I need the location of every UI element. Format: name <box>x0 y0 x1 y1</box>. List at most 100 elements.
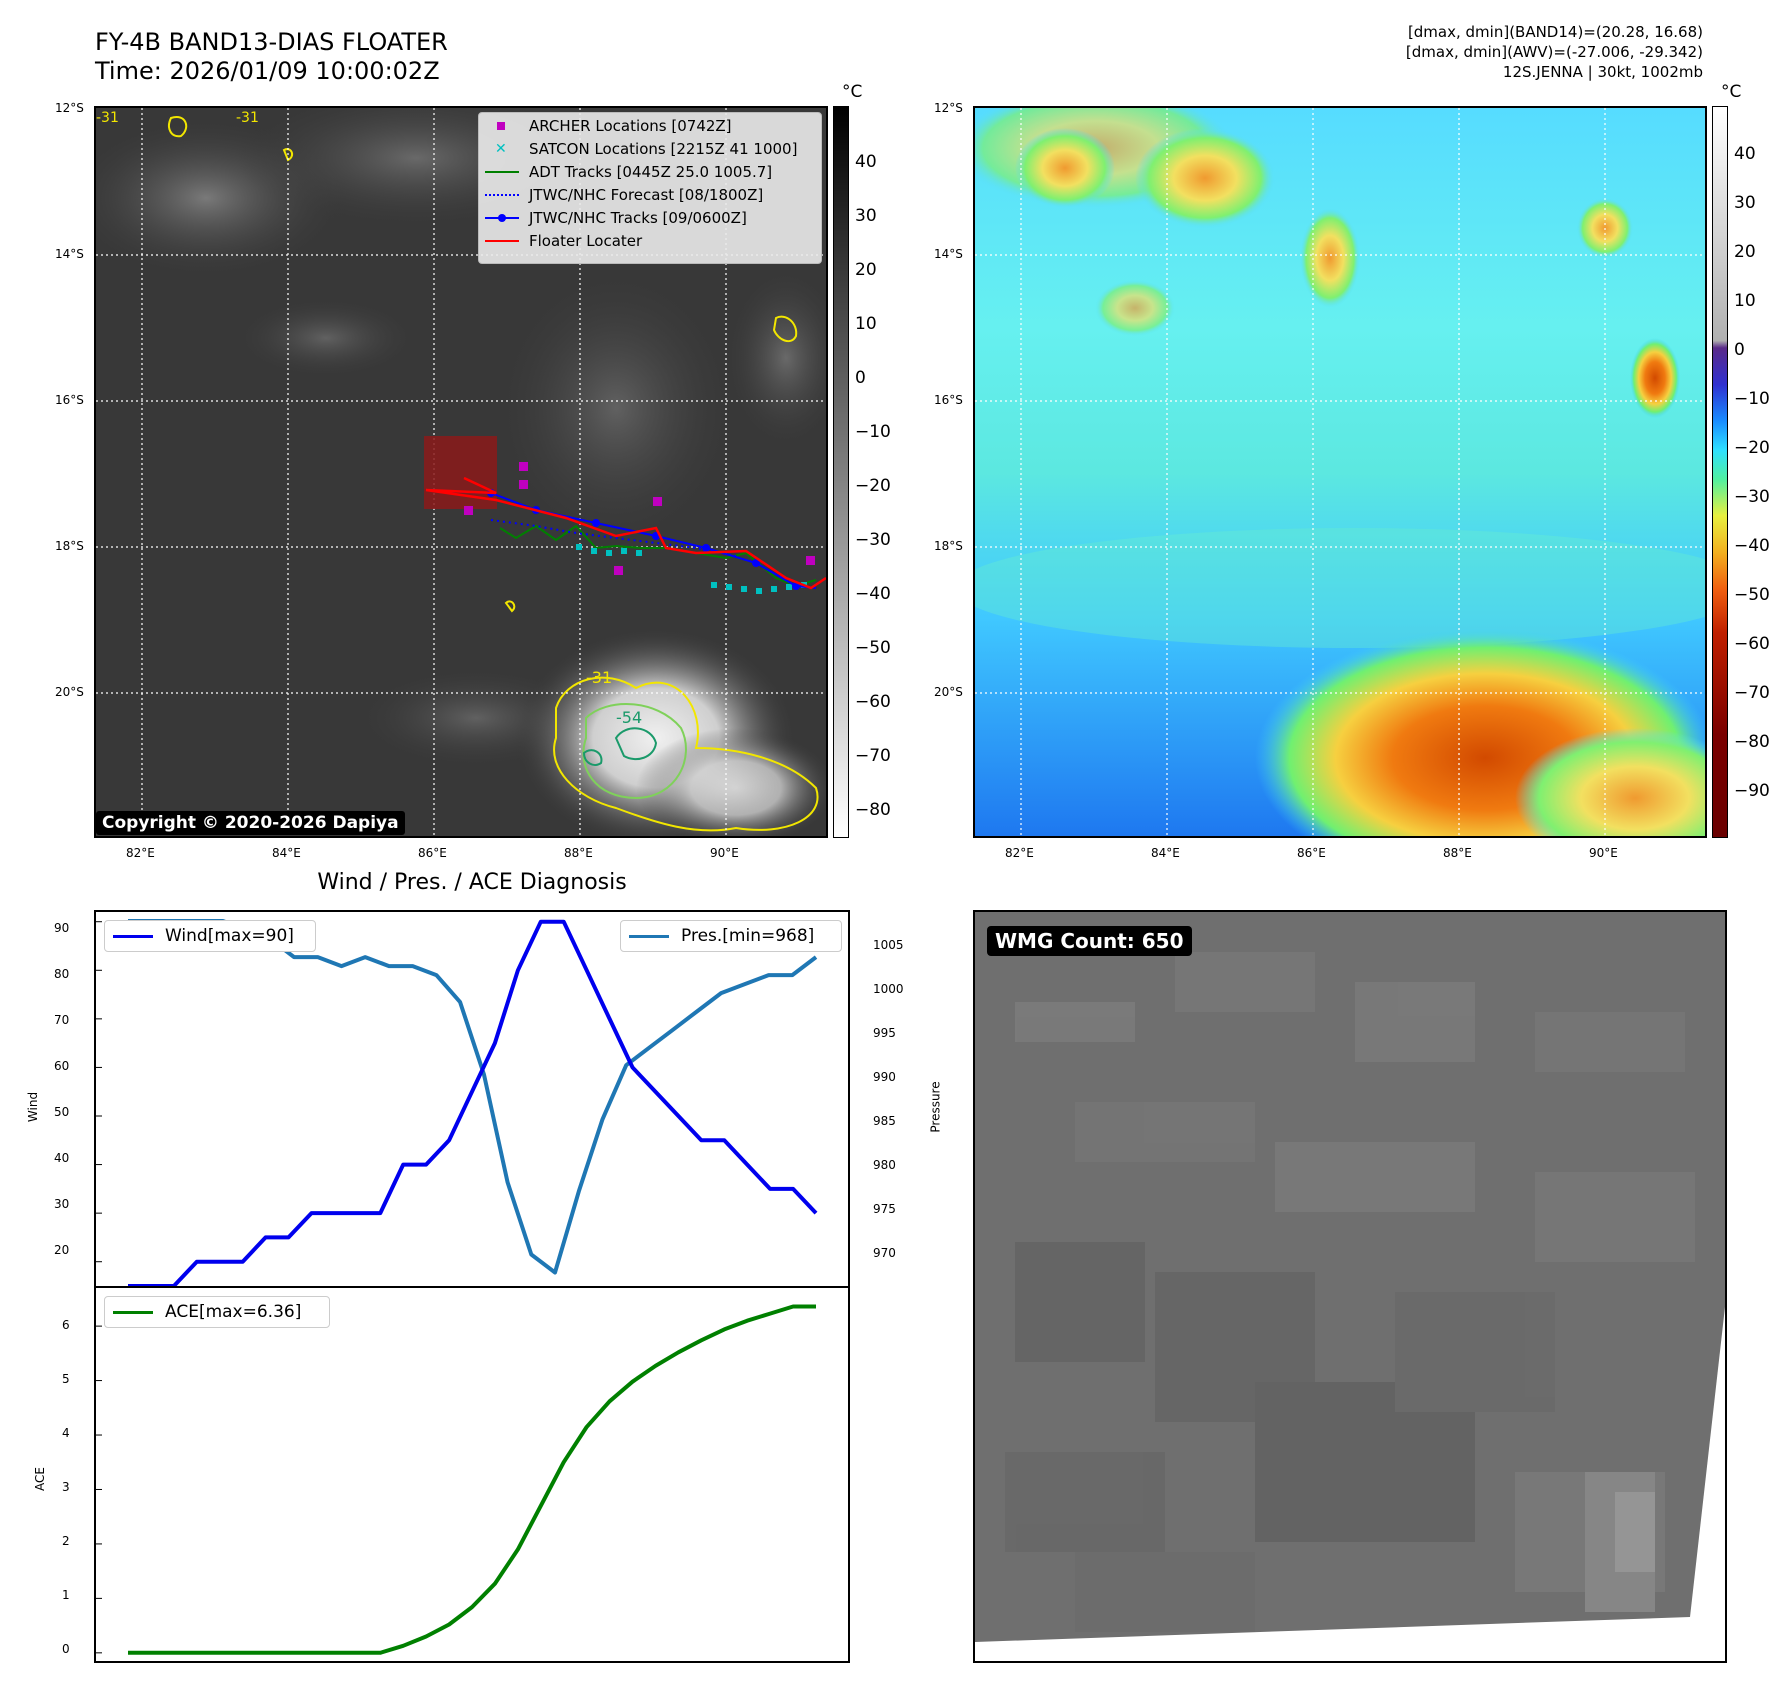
colorbar-right-tick: −20 <box>1734 438 1770 458</box>
wmg-image <box>975 912 1725 1642</box>
lon-tick: 86°E <box>1297 846 1326 860</box>
lon-tick: 90°E <box>1589 846 1618 860</box>
lat-tick: 16°S <box>55 393 84 407</box>
colorbar-left-unit: °C <box>842 82 863 102</box>
colorbar-left-tick: 20 <box>855 260 877 280</box>
legend-item: ARCHER Locations [0742Z] <box>479 115 821 137</box>
wind-tick: 30 <box>54 1197 70 1211</box>
wind-legend: Wind[max=90] <box>104 920 316 952</box>
wind-tick: 50 <box>54 1105 70 1119</box>
wind-line-icon <box>113 934 153 938</box>
ace-plot <box>96 1304 816 1655</box>
contour-label: -31 <box>236 110 259 126</box>
wind-axis-label: Wind <box>26 1091 41 1123</box>
ace-legend: ACE[max=6.36] <box>104 1296 330 1328</box>
colorbar-left-tick: −10 <box>855 422 891 442</box>
colorbar-right-tick: 20 <box>1734 242 1756 262</box>
product-title: FY-4B BAND13-DIAS FLOATER <box>95 28 448 56</box>
legend-item: JTWC/NHC Forecast [08/1800Z] <box>479 184 821 206</box>
contour-label: -31 <box>96 110 119 126</box>
pres-line-icon <box>629 934 669 938</box>
lat-tick: 14°S <box>55 247 84 261</box>
colorbar-right-tick: −70 <box>1734 683 1770 703</box>
lon-tick: 90°E <box>710 846 739 860</box>
ace-tick: 5 <box>62 1372 70 1386</box>
colorbar-right-tick: 10 <box>1734 291 1756 311</box>
solid-line-icon <box>485 240 519 242</box>
lat-tick: 12°S <box>55 101 84 115</box>
pres-tick: 970 <box>873 1246 896 1260</box>
wmg-count-badge: WMG Count: 650 <box>987 926 1192 956</box>
pres-legend: Pres.[min=968] <box>620 920 842 952</box>
storm-info: [dmax, dmin](BAND14)=(20.28, 16.68) [dma… <box>1103 22 1703 82</box>
ir-map-panel: -31 -54 -31 -31 <box>94 106 828 838</box>
ace-panel: ACE[max=6.36] <box>94 1286 850 1663</box>
floater-line <box>425 476 826 590</box>
pres-tick: 1000 <box>873 982 904 996</box>
ace-tick: 1 <box>62 1588 70 1602</box>
colorbar-left-tick: −60 <box>855 692 891 712</box>
wind-tick: 20 <box>54 1243 70 1257</box>
colorbar-right-tick: −10 <box>1734 389 1770 409</box>
lon-tick: 84°E <box>272 846 301 860</box>
colorbar-left-tick: 0 <box>855 368 866 388</box>
wv-map-image <box>975 108 1705 836</box>
lon-tick: 82°E <box>126 846 155 860</box>
ace-tick: 4 <box>62 1426 70 1440</box>
ace-series-line <box>128 1304 816 1655</box>
colorbar-left-tick: 30 <box>855 206 877 226</box>
wind-pres-plot <box>96 919 818 1286</box>
forecast-track <box>490 519 737 557</box>
ace-tick: 6 <box>62 1318 70 1332</box>
pres-tick: 990 <box>873 1070 896 1084</box>
wind-tick: 40 <box>54 1151 70 1165</box>
ace-axis-label: ACE <box>32 1467 47 1491</box>
colorbar-right-tick: −50 <box>1734 585 1770 605</box>
colorbar-right-tick: −90 <box>1734 781 1770 801</box>
contour-label: -54 <box>616 708 642 727</box>
colorbar-left-tick: −80 <box>855 800 891 820</box>
legend-item: Floater Locater <box>479 230 821 252</box>
colorbar-right-tick: 30 <box>1734 193 1756 213</box>
colorbar-right-tick: −30 <box>1734 487 1770 507</box>
legend-item: ADT Tracks [0445Z 25.0 1005.7] <box>479 161 821 183</box>
ace-tick: 3 <box>62 1480 70 1494</box>
lat-tick: 20°S <box>55 685 84 699</box>
pressure-series-line <box>128 919 818 1275</box>
lat-tick: 20°S <box>934 685 963 699</box>
copyright-badge: Copyright © 2020-2026 Dapiya <box>96 811 405 835</box>
wind-tick: 90 <box>54 921 70 935</box>
ace-tick: 0 <box>62 1642 70 1656</box>
wind-tick: 80 <box>54 967 70 981</box>
lon-tick: 88°E <box>1443 846 1472 860</box>
colorbar-right-tick: 0 <box>1734 340 1745 360</box>
solid-line-icon <box>485 171 519 173</box>
lat-tick: 14°S <box>934 247 963 261</box>
colorbar-right-unit: °C <box>1721 82 1742 102</box>
wmg-panel: WMG Count: 650 <box>973 910 1727 1663</box>
wind-series-line <box>128 919 818 1286</box>
pres-tick: 995 <box>873 1026 896 1040</box>
colorbar-left-tick: −50 <box>855 638 891 658</box>
map-legend: ARCHER Locations [0742Z] ✕ SATCON Locati… <box>478 112 822 264</box>
awv-range: [dmax, dmin](AWV)=(-27.006, -29.342) <box>1405 43 1703 61</box>
lat-tick: 18°S <box>934 539 963 553</box>
lat-tick: 18°S <box>55 539 84 553</box>
colorbar-right-tick: −40 <box>1734 536 1770 556</box>
pres-tick: 975 <box>873 1202 896 1216</box>
ace-line-icon <box>113 1310 153 1314</box>
colorbar-left-tick: −20 <box>855 476 891 496</box>
floater-box <box>424 436 497 509</box>
wind-pres-panel: Wind[max=90] Pres.[min=968] <box>94 910 850 1288</box>
colorbar-left-tick: −70 <box>855 746 891 766</box>
dotted-line-icon <box>485 194 519 196</box>
lat-tick: 12°S <box>934 101 963 115</box>
colorbar-left-tick: 40 <box>855 152 877 172</box>
diag-title: Wind / Pres. / ACE Diagnosis <box>317 870 627 895</box>
contour-label: -31 <box>586 668 612 687</box>
storm-summary: 12S.JENNA | 30kt, 1002mb <box>1502 63 1703 81</box>
wind-tick: 60 <box>54 1059 70 1073</box>
lon-tick: 88°E <box>564 846 593 860</box>
colorbar-left-tick: 10 <box>855 314 877 334</box>
product-time: Time: 2026/01/09 10:00:02Z <box>95 57 440 85</box>
